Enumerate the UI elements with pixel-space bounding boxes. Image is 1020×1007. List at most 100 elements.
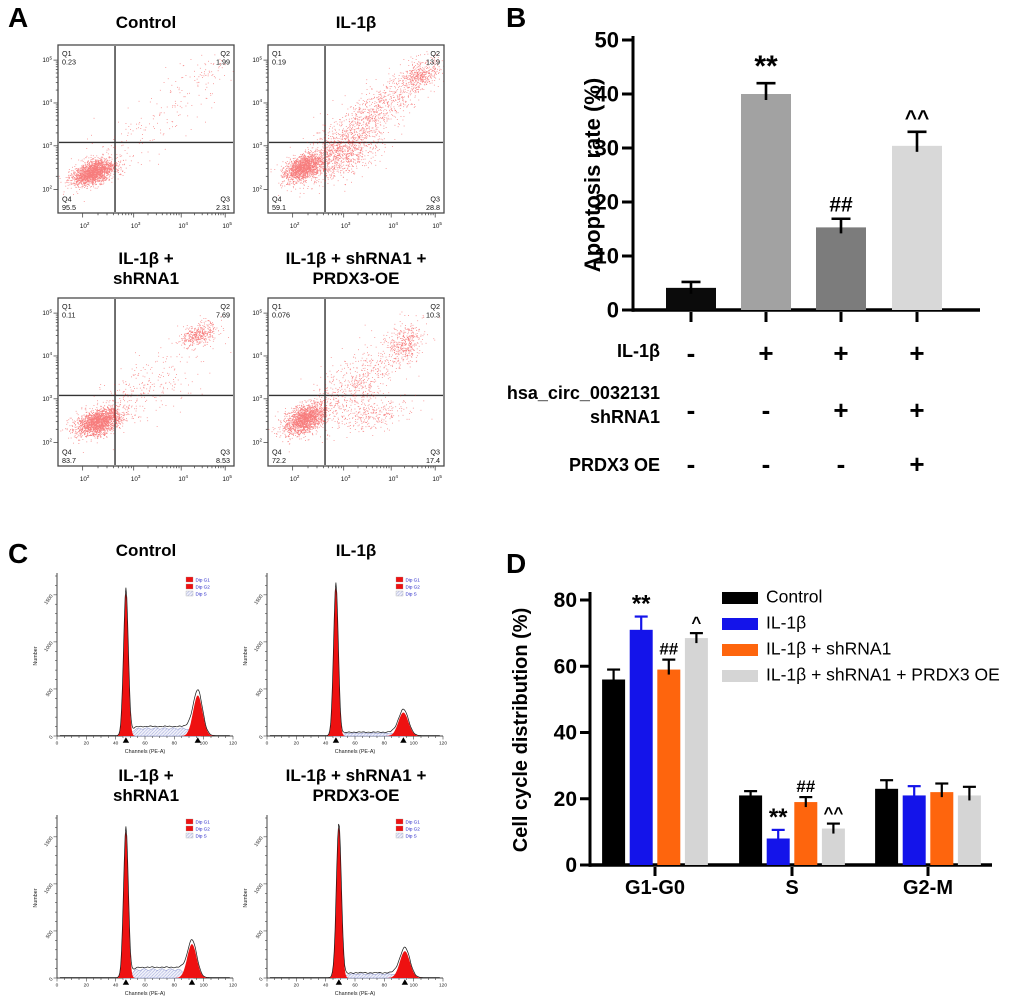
y-tick-label: 40 — [554, 722, 577, 745]
significance-annotation: ** — [632, 591, 651, 618]
bar — [957, 795, 981, 865]
quadrant-label: Q1 — [62, 302, 72, 311]
cell-cycle-histogram: 0 20 40 60 80 100 120 0 500 1000 1500 Channels (PE-… — [243, 815, 447, 997]
y-tick-label: 10 — [595, 244, 619, 269]
quadrant-label: 0.23 — [62, 58, 76, 67]
peak-marker-triangle — [332, 737, 340, 743]
y-tick-label: 0 — [565, 854, 577, 877]
quadrant-label: Q1 — [272, 49, 282, 58]
y-tick-label: 105 — [252, 55, 262, 64]
y-tick-label: 500 — [45, 929, 55, 939]
legend-swatch — [395, 590, 404, 597]
quadrant-label: Q3 — [220, 195, 230, 204]
condition-sign: - — [687, 338, 696, 368]
y-tick-label: 105 — [252, 308, 262, 317]
legend-label: Dip G1 — [196, 578, 211, 583]
histogram-title: IL-1β — [260, 541, 452, 561]
y-axis-label: Number — [33, 646, 39, 665]
legend-swatch — [185, 832, 194, 839]
flow-plot-title: IL-1β + shRNA1 — [50, 249, 242, 288]
y-tick-label: 60 — [554, 655, 577, 678]
x-tick-label: 105 — [432, 474, 442, 483]
quadrant-label: 0.076 — [272, 311, 290, 320]
legend-swatch — [395, 583, 404, 590]
g2-peak — [176, 695, 219, 736]
x-tick-label: 0 — [266, 983, 269, 989]
quadrant-label: 10.3 — [426, 311, 440, 320]
quadrant-label: Q4 — [272, 195, 282, 204]
plot-title-line: IL-1β + shRNA1 + — [285, 766, 427, 785]
x-tick-label: 40 — [113, 741, 119, 747]
scatter-points — [60, 315, 232, 453]
legend-swatch — [395, 825, 404, 832]
x-tick-label: 20 — [84, 741, 90, 747]
y-tick-label: 40 — [595, 82, 619, 107]
quadrant-label: Q2 — [220, 49, 230, 58]
bar — [902, 795, 926, 865]
axis-ticks — [53, 312, 226, 471]
y-tick-label: 1000 — [253, 640, 264, 653]
quadrant-label: 17.4 — [426, 456, 440, 465]
x-tick-label: 120 — [439, 983, 447, 989]
y-tick-label: 102 — [42, 185, 52, 194]
y-tick-label: 1000 — [253, 882, 264, 895]
significance-annotation: ## — [796, 777, 815, 796]
legend-label: Dip G1 — [406, 820, 421, 825]
x-tick-label: 40 — [323, 983, 329, 989]
condition-sign: - — [837, 449, 846, 479]
panel-b-label: B — [506, 2, 527, 33]
condition-sign: - — [762, 395, 771, 425]
g1-peak — [327, 827, 351, 978]
legend-swatch — [722, 670, 758, 682]
bar — [684, 638, 708, 865]
legend-label: Dip G1 — [196, 820, 211, 825]
plot-title-line: Control — [115, 13, 177, 32]
legend-swatch — [185, 583, 194, 590]
x-tick-label: 120 — [439, 741, 447, 747]
significance-annotation: ^^ — [823, 804, 843, 823]
x-axis-label: Channels (PE-A) — [125, 749, 166, 755]
x-tick-label: 0 — [266, 741, 269, 747]
x-axis-label: Channels (PE-A) — [335, 749, 376, 755]
y-tick-label: 30 — [595, 136, 619, 161]
g1-peak — [325, 587, 347, 736]
group-label: G1-G0 — [625, 877, 685, 899]
legend-swatch — [395, 832, 404, 839]
x-tick-label: 102 — [290, 474, 300, 483]
bar — [930, 792, 954, 865]
axis-ticks — [263, 817, 444, 982]
legend-label: Dip G2 — [406, 585, 421, 590]
cell-cycle-histogram: 0 20 40 60 80 100 120 0 500 1000 1500 Channels (PE-… — [243, 573, 447, 755]
condition-sign: + — [833, 338, 848, 368]
y-tick-label: 104 — [252, 98, 262, 107]
plot-title-line: IL-1β + shRNA1 + — [285, 249, 427, 268]
g1-peak — [115, 592, 137, 736]
quadrant-label: Q4 — [272, 448, 282, 457]
x-tick-label: 20 — [84, 983, 90, 989]
legend-swatch — [185, 590, 194, 597]
x-tick-label: 103 — [131, 221, 141, 230]
plot-title-line: IL-1β — [335, 541, 377, 560]
group-label: S — [785, 877, 798, 899]
quadrant-label: 28.8 — [426, 203, 440, 212]
fit-outline — [269, 823, 440, 978]
axis-ticks — [263, 575, 444, 740]
y-axis-label: Number — [33, 888, 39, 907]
flow-plot-title: Control — [50, 13, 242, 33]
bar — [816, 227, 866, 310]
y-tick-label: 0 — [258, 735, 265, 741]
quadrant-label: 83.7 — [62, 456, 76, 465]
y-tick-label: 50 — [595, 28, 619, 53]
x-tick-label: 80 — [382, 983, 388, 989]
histogram-title: IL-1β + shRNA1 + PRDX3-OE — [260, 766, 452, 805]
x-tick-label: 0 — [56, 983, 59, 989]
legend-label: Control — [766, 587, 822, 607]
significance-annotation: ** — [769, 804, 788, 831]
quadrant-label: 0.19 — [272, 58, 286, 67]
y-tick-label: 1500 — [253, 593, 264, 606]
flow-plot-title: IL-1β — [260, 13, 452, 33]
